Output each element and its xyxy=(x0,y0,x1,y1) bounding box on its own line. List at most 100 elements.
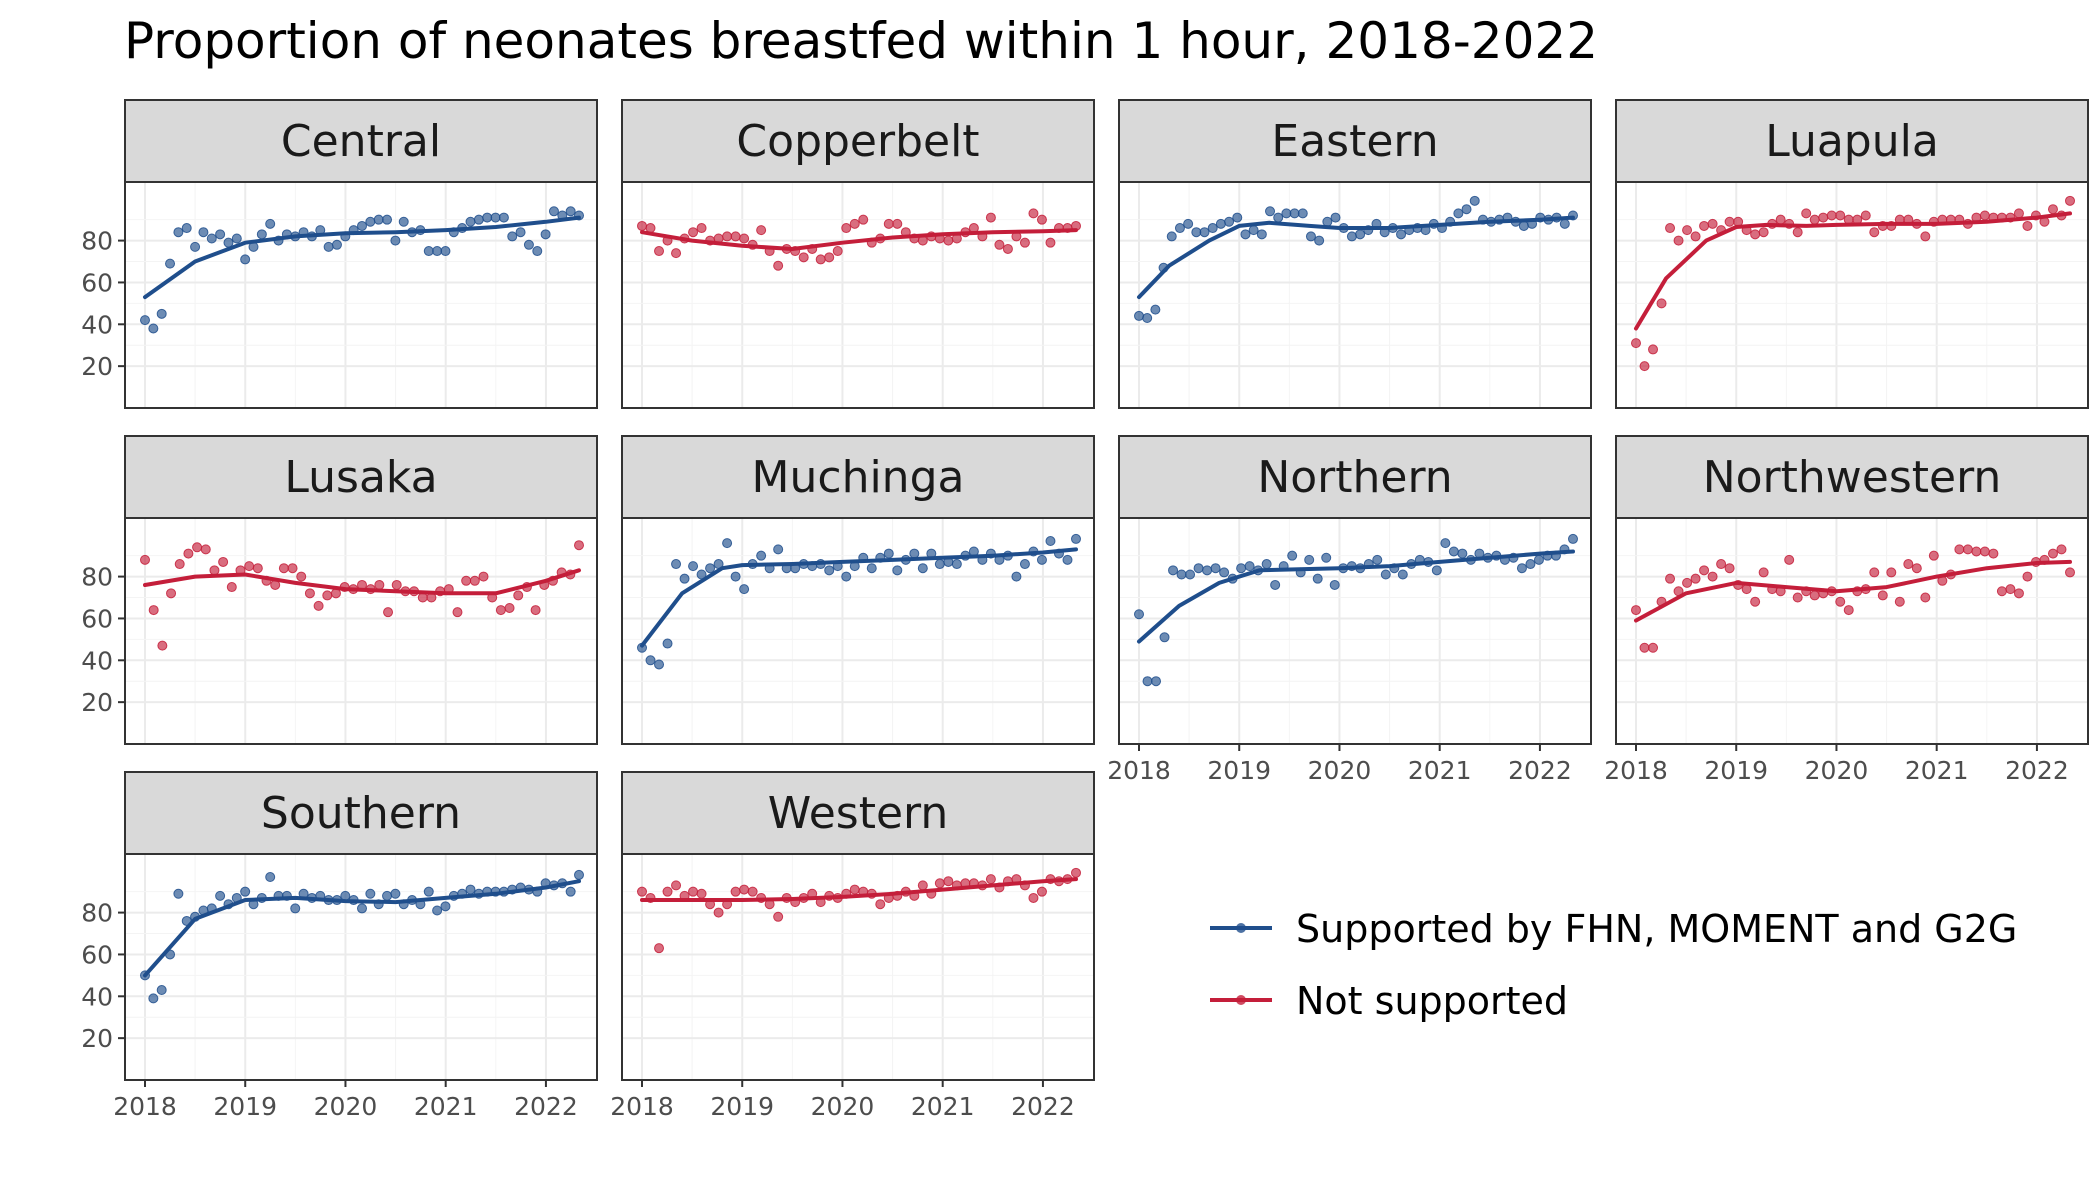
data-point xyxy=(240,886,251,897)
y-tick-label: 80 xyxy=(81,227,113,256)
y-tick-label: 40 xyxy=(81,646,113,675)
panel-eastern: Eastern xyxy=(1118,99,1592,409)
y-axis-lusaka: 20 40 60 80 xyxy=(81,563,125,717)
data-point xyxy=(1330,212,1341,223)
strip-luapula xyxy=(1615,99,2089,183)
points-southern xyxy=(140,869,584,1004)
legend-key-point xyxy=(1236,923,1246,933)
panel-border-lusaka xyxy=(124,517,598,745)
data-point xyxy=(1248,225,1259,236)
data-point xyxy=(773,544,784,555)
data-point xyxy=(256,229,267,240)
gridlines-southern xyxy=(125,854,597,1080)
data-point xyxy=(1818,212,1829,223)
data-point xyxy=(1207,223,1218,234)
data-point xyxy=(739,584,750,595)
data-point xyxy=(1699,220,1710,231)
y-tick-label: 40 xyxy=(81,982,113,1011)
data-point xyxy=(1062,554,1073,565)
x-axis-northwestern: 2018 2019 2020 2021 2022 xyxy=(1604,744,2069,785)
data-point xyxy=(1329,579,1340,590)
panel-southern: Southern xyxy=(124,771,598,1081)
data-point xyxy=(374,579,385,590)
data-point xyxy=(943,876,954,887)
data-point xyxy=(1287,550,1298,561)
strip-label-northern: Northern xyxy=(1257,452,1452,503)
data-point xyxy=(1750,596,1761,607)
panel-muchinga: Muchinga xyxy=(621,435,1095,745)
data-point xyxy=(432,905,443,916)
data-point xyxy=(1707,218,1718,229)
data-point xyxy=(423,886,434,897)
x-tick-label: 2018 xyxy=(113,1092,177,1121)
data-point xyxy=(1297,208,1308,219)
x-tick-label: 2021 xyxy=(911,1092,975,1121)
data-point xyxy=(739,233,750,244)
data-point xyxy=(206,233,217,244)
data-point xyxy=(1682,225,1693,236)
data-point xyxy=(994,239,1005,250)
data-point xyxy=(909,548,920,559)
data-point xyxy=(465,216,476,227)
points-western xyxy=(637,867,1081,954)
data-point xyxy=(1142,676,1153,687)
data-point xyxy=(1321,552,1332,563)
x-tick-label: 2021 xyxy=(1408,756,1472,785)
y-axis-southern: 20 40 60 80 xyxy=(81,899,125,1053)
data-point xyxy=(574,540,584,551)
data-point xyxy=(1289,208,1300,219)
panel-copperbelt: Copperbelt xyxy=(621,99,1095,409)
data-point xyxy=(548,206,559,217)
strip-northwestern xyxy=(1615,435,2089,519)
panel-border-central xyxy=(124,181,598,409)
panel-border-eastern xyxy=(1118,181,1592,409)
data-point xyxy=(1440,538,1451,549)
x-axis-northern: 2018 2019 2020 2021 2022 xyxy=(1107,744,1572,785)
data-point xyxy=(357,903,367,914)
data-point xyxy=(1716,559,1727,570)
data-point xyxy=(240,254,251,265)
data-point xyxy=(156,985,167,996)
x-tick-label: 2022 xyxy=(1508,756,1572,785)
trend-line-luapula xyxy=(1634,211,2072,331)
data-point xyxy=(1270,579,1281,590)
data-point xyxy=(1380,569,1391,580)
x-axis-western: 2018 2019 2020 2021 2022 xyxy=(610,1080,1075,1121)
x-tick-label: 2021 xyxy=(1905,756,1969,785)
data-point xyxy=(452,607,463,618)
data-point xyxy=(1775,214,1786,225)
data-point xyxy=(1928,550,1939,561)
data-point xyxy=(1894,596,1905,607)
strip-label-northwestern: Northwestern xyxy=(1703,452,2002,503)
data-point xyxy=(1996,586,2007,597)
data-point xyxy=(190,241,201,252)
data-point xyxy=(1979,210,1990,221)
data-point xyxy=(773,911,784,922)
data-point xyxy=(365,216,376,227)
trend-line-central xyxy=(143,215,581,300)
data-point xyxy=(730,886,741,897)
data-point xyxy=(173,888,184,899)
data-point xyxy=(1639,642,1650,653)
data-point xyxy=(215,890,226,901)
data-point xyxy=(671,248,682,259)
data-point xyxy=(1631,605,1641,616)
data-point xyxy=(1453,208,1464,219)
data-point xyxy=(1151,676,1162,687)
data-point xyxy=(1962,544,1973,555)
data-point xyxy=(875,899,886,910)
data-point xyxy=(1648,642,1659,653)
panel-border-western xyxy=(621,853,1095,1081)
data-point xyxy=(1673,235,1684,246)
data-point xyxy=(696,223,707,234)
strip-eastern xyxy=(1118,99,1592,183)
data-point xyxy=(2047,204,2058,215)
x-tick-label: 2018 xyxy=(610,1092,674,1121)
strip-label-southern: Southern xyxy=(261,788,461,839)
data-point xyxy=(192,542,203,553)
x-tick-label: 2019 xyxy=(213,1092,277,1121)
data-point xyxy=(1835,210,1846,221)
data-point xyxy=(1224,216,1235,227)
data-point xyxy=(1314,235,1325,246)
